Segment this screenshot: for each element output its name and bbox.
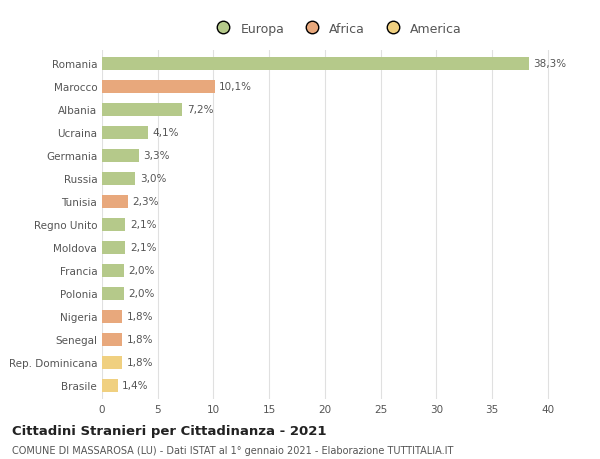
- Bar: [102, 58, 529, 71]
- Text: 2,1%: 2,1%: [130, 220, 157, 230]
- Text: 1,8%: 1,8%: [127, 335, 153, 345]
- Bar: [102, 218, 125, 231]
- Text: 4,1%: 4,1%: [152, 128, 179, 138]
- Text: 2,1%: 2,1%: [130, 243, 157, 253]
- Text: 1,8%: 1,8%: [127, 312, 153, 322]
- Bar: [102, 241, 125, 254]
- Text: 2,3%: 2,3%: [132, 197, 158, 207]
- Text: 38,3%: 38,3%: [533, 59, 566, 69]
- Text: 3,0%: 3,0%: [140, 174, 166, 184]
- Text: 1,4%: 1,4%: [122, 381, 149, 391]
- Text: 2,0%: 2,0%: [129, 266, 155, 276]
- Bar: [102, 356, 122, 369]
- Bar: [102, 173, 136, 185]
- Text: 2,0%: 2,0%: [129, 289, 155, 299]
- Bar: [102, 104, 182, 117]
- Text: 3,3%: 3,3%: [143, 151, 170, 161]
- Bar: [102, 264, 124, 277]
- Bar: [102, 333, 122, 346]
- Bar: [102, 310, 122, 323]
- Bar: [102, 81, 215, 94]
- Text: 10,1%: 10,1%: [219, 82, 252, 92]
- Bar: [102, 287, 124, 300]
- Text: 1,8%: 1,8%: [127, 358, 153, 368]
- Bar: [102, 196, 128, 208]
- Text: Cittadini Stranieri per Cittadinanza - 2021: Cittadini Stranieri per Cittadinanza - 2…: [12, 425, 326, 437]
- Text: 7,2%: 7,2%: [187, 105, 213, 115]
- Legend: Europa, Africa, America: Europa, Africa, America: [205, 18, 467, 41]
- Bar: [102, 127, 148, 140]
- Bar: [102, 150, 139, 162]
- Text: COMUNE DI MASSAROSA (LU) - Dati ISTAT al 1° gennaio 2021 - Elaborazione TUTTITAL: COMUNE DI MASSAROSA (LU) - Dati ISTAT al…: [12, 445, 454, 455]
- Bar: [102, 379, 118, 392]
